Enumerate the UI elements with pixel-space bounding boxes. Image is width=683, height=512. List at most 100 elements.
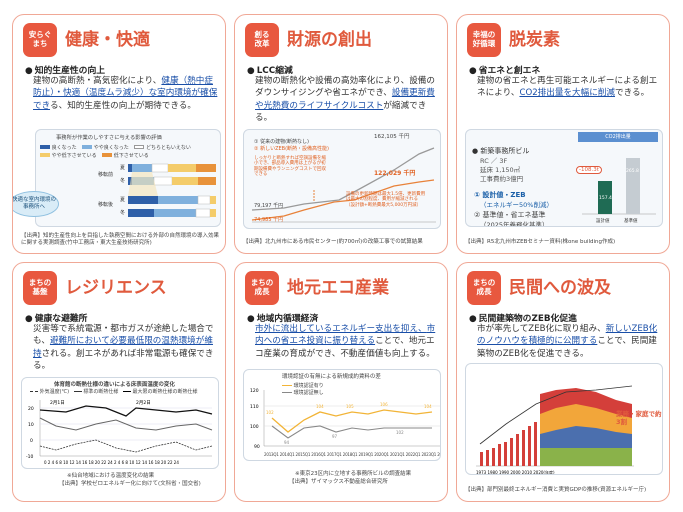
category-badge: 創る 改革 <box>245 23 279 57</box>
svg-text:90: 90 <box>254 444 260 450</box>
svg-text:移転前: 移転前 <box>98 171 113 178</box>
value-conventional: 162,105 千円 <box>374 134 410 140</box>
bar-design <box>598 181 612 214</box>
bar-standard <box>626 158 640 214</box>
svg-text:120: 120 <box>250 388 259 394</box>
card-title: 地元エコ産業 <box>287 278 389 298</box>
chart-title: 事務所が作業のしやすさに与える影響の評価 <box>56 135 162 141</box>
legend-new-zeb: ② 新しいZEB(断熱・設備高性能) <box>254 146 329 152</box>
card-subtitle: 健康な避難所 <box>25 311 88 324</box>
card-body: 災害等で系統電源・都市ガスが途絶した場合でも、避難所において必要最低限の温熱環境… <box>33 324 214 372</box>
source-note: 【出典】北九州市にある市民センター(約700㎡)の改築工事での試算結果 <box>243 239 423 245</box>
chart-floor-temp: 体育館の断熱仕様の違いによる床表面温度の変化 外気温度(℃) 標準の断熱仕様 最… <box>21 377 219 469</box>
svg-text:10: 10 <box>28 422 34 428</box>
svg-text:20: 20 <box>28 406 34 412</box>
svg-text:2月1日: 2月1日 <box>50 400 65 406</box>
diff-label: -108.3t <box>576 166 602 174</box>
card-title: 民間への波及 <box>509 278 611 298</box>
svg-text:0: 0 <box>30 438 33 444</box>
source-note: 【出典】学校ゼロエネルギー化に向けて(文科省・国交省) <box>59 481 201 487</box>
card-title: 脱炭素 <box>509 30 560 50</box>
rent-line-chart: 120 110 100 90 102 104 105 106 104 94 97 102 <box>250 388 440 450</box>
svg-text:2月2日: 2月2日 <box>136 400 151 406</box>
svg-text:102: 102 <box>266 410 274 415</box>
callout-share: 業務・家庭で約3割 <box>616 410 662 427</box>
option-design-note: （エネルギー50%削減） <box>480 201 553 209</box>
svg-text:102: 102 <box>396 430 404 435</box>
x-axis-labels: 2013Q1 2014Q1 2015Q1 2016Q1 2017Q1 2018Q… <box>264 452 441 457</box>
bar-design-label: 157.4 <box>599 195 612 201</box>
chart-title: 体育館の断熱仕様の違いによる床表面温度の変化 <box>54 382 175 388</box>
card-subtitle: 知的生産性の向上 <box>25 63 105 76</box>
svg-text:104: 104 <box>424 404 432 409</box>
building-info-title: ● 新築事務所ビル <box>472 147 530 155</box>
chart-lcc: ① 従来の建物(断熱なし) ② 新しいZEB(断熱・設備高性能) 162,105… <box>243 129 441 229</box>
category-badge: まちの 基盤 <box>23 271 57 305</box>
option-standard-note: （2025年義務化基準） <box>480 221 549 227</box>
category-badge: まちの 成長 <box>467 271 501 305</box>
cat-design: 設計値 <box>596 217 610 224</box>
card-subtitle: 民間建築物のZEB化促進 <box>469 311 577 324</box>
chart-legend: 環境認証有り 環境認証無し <box>282 382 324 396</box>
source-note: 【出典】ザイマックス不動産総合研究所 <box>289 479 388 485</box>
card-private-spread: まちの 成長 民間への波及 民間建築物のZEB化促進 市が率先してZEB化に取り… <box>456 262 670 502</box>
card-funding: 創る 改革 財源の創出 LCC縮減 建物の断熱化や設備の高効率化により、設備のダ… <box>234 14 448 254</box>
svg-text:1973 1980 1990 2000 2010 2020(: 1973 1980 1990 2000 2010 2020(年度) <box>476 469 555 475</box>
temp-line-chart: 20 10 0 -10 0 2 4 6 8 10 12 14 16 18 20 22 … <box>26 400 213 465</box>
cat-standard: 基準値 <box>624 217 638 224</box>
chart-title: 環境認証の有無による新規成約賃料の差 <box>282 374 381 380</box>
source-note: 【出典】部門別最終エネルギー消費と実質GDPの推移(資源エネルギー庁) <box>465 487 647 493</box>
svg-text:105: 105 <box>346 404 354 409</box>
chart-energy-gdp: 1973 1980 1990 2000 2010 2020(年度) 業務・家庭で… <box>465 363 663 475</box>
co2-panel: ● 新築事務所ビル RC ／ 3F 延床 1,150㎡ 工事費約3億円 ① 設計値・… <box>465 129 663 227</box>
legend: 良くなった やや良くなった どちらともいえない <box>40 144 191 151</box>
card-local-eco-industry: まちの 成長 地元エコ産業 地域内循環経済 市外に流出しているエネルギー支出を抑… <box>234 262 448 502</box>
card-title: レジリエンス <box>65 278 167 298</box>
lcc-line-chart <box>251 147 436 223</box>
svg-text:104: 104 <box>316 404 324 409</box>
legend-conventional: ① 従来の建物(断熱なし) <box>254 139 309 145</box>
category-badge: まちの 成長 <box>245 271 279 305</box>
card-resilience: まちの 基盤 レジリエンス 健康な避難所 災害等で系統電源・都市ガスが途絶した場… <box>12 262 226 502</box>
svg-text:94: 94 <box>284 440 290 445</box>
callout-bubble: 快適な室内環境の事務所へ <box>13 191 59 217</box>
chart-title: CO2排出量 <box>578 132 658 142</box>
card-body: 建物の高断熱・高気密化により、健康（熱中症防止）・快適（温度ムラ減少）な室内環境… <box>33 76 218 111</box>
bar-standard-label: 265.8 <box>626 168 639 174</box>
svg-text:0 2 4 6 8 10 12 14 16 18 20 22: 0 2 4 6 8 10 12 14 16 18 20 22 24 2 4 6 … <box>44 460 179 465</box>
svg-text:110: 110 <box>250 404 259 410</box>
category-badge: 幸福の 好循環 <box>467 23 501 57</box>
svg-text:冬: 冬 <box>120 177 125 184</box>
note-tokyo: ※東京23区内に立地する事務所ビルの調査結果 <box>295 471 412 477</box>
card-body: 建物の省エネと再生可能エネルギーによる創エネにより、CO2排出量を大幅に削減でき… <box>477 76 658 99</box>
card-title: 財源の創出 <box>287 30 372 50</box>
chart-legend: 外気温度(℃) 標準の断熱仕様 最大限の断熱仕様の断熱仕様 <box>30 388 198 395</box>
card-subtitle: LCC縮減 <box>247 63 293 76</box>
note-region: ※仙台地域における温度変化の結果 <box>67 473 155 479</box>
legend-2: やや低下させている 低下させている <box>40 152 149 159</box>
option-standard: ② 基準値・省エネ基準 <box>474 211 546 219</box>
svg-text:-10: -10 <box>26 454 33 460</box>
card-body: 市が率先してZEB化に取り組み、新しいZEB化のノウハウを積極的に公開することで… <box>477 324 658 359</box>
svg-text:夏: 夏 <box>120 165 125 171</box>
svg-text:106: 106 <box>380 402 388 407</box>
chart-work-evaluation: 事務所が作業のしやすさに与える影響の評価 良くなった やや良くなった どちらとも… <box>35 129 221 227</box>
chart-rent-premium: 環境認証の有無による新規成約賃料の差 環境認証有り 環境認証無し 120 110 1… <box>243 369 441 461</box>
co2-bar-chart: 157.4 265.8 設計値 基準値 <box>582 158 656 224</box>
stacked-area-chart: 1973 1980 1990 2000 2010 2020(年度) <box>476 385 634 475</box>
note-insulation: しっかりと断熱すれば空調設備を縮小でき、部品導入費用は上がるが初期設備費やランニ… <box>254 156 326 178</box>
svg-text:夏: 夏 <box>120 197 125 203</box>
card-decarbonization: 幸福の 好循環 脱炭素 省エネと創エネ 建物の省エネと再生可能エネルギーによる創… <box>456 14 670 254</box>
card-health-comfort: 安らぐ まち 健康・快適 知的生産性の向上 建物の高断熱・高気密化により、健康（… <box>12 14 226 254</box>
svg-text:冬: 冬 <box>120 209 125 216</box>
value-initial-conventional: 79,197 千円 <box>254 203 284 209</box>
category-badge: 安らぐ まち <box>23 23 57 57</box>
card-body: 建物の断熱化や設備の高効率化により、設備のダウンサイジングや省エネができ、設備更… <box>255 76 435 124</box>
card-body: 市外に流出しているエネルギー支出を抑え、市内への省エネ投資に振り替えることで、地… <box>255 324 436 359</box>
value-new-zeb: 122,029 千円 <box>374 170 416 177</box>
svg-text:97: 97 <box>332 434 338 439</box>
svg-text:100: 100 <box>250 424 259 430</box>
building-info: RC ／ 3F 延床 1,150㎡ 工事費約3億円 <box>480 157 524 183</box>
card-subtitle: 地域内循環経済 <box>247 311 319 324</box>
